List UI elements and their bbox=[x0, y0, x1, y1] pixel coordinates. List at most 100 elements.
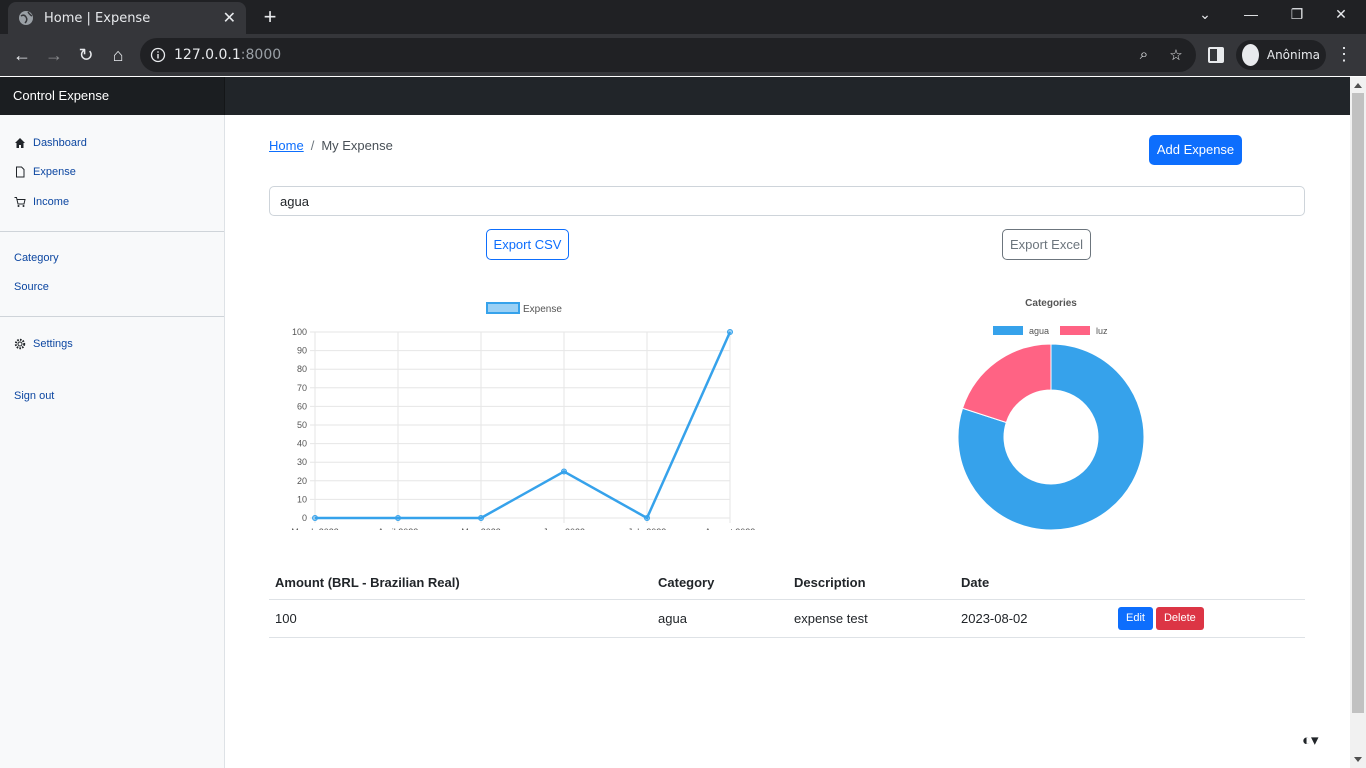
incognito-icon bbox=[1242, 44, 1259, 66]
expense-table: Amount (BRL - Brazilian Real) Category D… bbox=[269, 567, 1305, 638]
sidebar-item-label: Expense bbox=[33, 166, 76, 178]
sidebar-item-signout[interactable]: Sign out bbox=[14, 390, 54, 402]
export-csv-button[interactable]: Export CSV bbox=[486, 229, 569, 260]
cell-actions: Edit Delete bbox=[1112, 599, 1305, 638]
profile-name: Anônima bbox=[1266, 48, 1320, 62]
gear-icon bbox=[14, 338, 26, 350]
new-tab-icon[interactable]: + bbox=[263, 4, 277, 29]
column-header-category: Category bbox=[652, 567, 788, 600]
column-header-amount: Amount (BRL - Brazilian Real) bbox=[269, 567, 652, 600]
add-expense-button[interactable]: Add Expense bbox=[1149, 135, 1242, 165]
app: Control Expense Dashboard Expense Income… bbox=[0, 77, 1366, 768]
y-tick-label: 50 bbox=[297, 420, 307, 430]
table-header-row: Amount (BRL - Brazilian Real) Category D… bbox=[269, 567, 1305, 600]
theme-toggle-icon[interactable]: ◐▾ bbox=[1302, 732, 1319, 749]
breadcrumb-separator: / bbox=[310, 138, 315, 153]
sidebar-item-source[interactable]: Source bbox=[14, 281, 49, 293]
legend-label: luz bbox=[1096, 326, 1108, 336]
home-icon[interactable]: ⌂ bbox=[112, 45, 124, 65]
legend-swatch bbox=[1060, 326, 1090, 335]
sidebar-divider bbox=[0, 316, 224, 317]
column-header-description: Description bbox=[788, 567, 955, 600]
browser-toolbar: ← → ↻ ⌂ 127.0.0.1:8000 ⌕ ☆ Anônima ⋮ bbox=[0, 34, 1366, 76]
delete-button[interactable]: Delete bbox=[1155, 606, 1204, 630]
x-tick-label: June 2023 bbox=[543, 527, 585, 530]
y-tick-label: 30 bbox=[297, 457, 307, 467]
data-point bbox=[478, 515, 484, 521]
back-icon[interactable]: ← bbox=[13, 45, 31, 65]
minimize-icon[interactable]: — bbox=[1244, 6, 1258, 22]
restore-icon[interactable]: ❐ bbox=[1290, 6, 1304, 22]
y-tick-label: 0 bbox=[302, 513, 307, 523]
sidebar-item-dashboard[interactable]: Dashboard bbox=[14, 137, 87, 149]
table-row: 100 agua expense test 2023-08-02 Edit Del… bbox=[269, 599, 1305, 638]
cell-amount: 100 bbox=[269, 599, 652, 638]
data-point bbox=[644, 515, 650, 521]
browser-tab[interactable]: Home | Expense ✕ bbox=[8, 2, 246, 34]
y-tick-label: 100 bbox=[292, 327, 307, 337]
y-tick-label: 20 bbox=[297, 476, 307, 486]
edit-button[interactable]: Edit bbox=[1118, 606, 1153, 630]
close-tab-icon[interactable]: ✕ bbox=[222, 10, 236, 27]
sidebar-item-settings[interactable]: Settings bbox=[14, 338, 73, 350]
legend-swatch bbox=[993, 326, 1023, 335]
url-text: 127.0.0.1:8000 bbox=[174, 47, 281, 63]
x-tick-label: April 2023 bbox=[378, 527, 419, 530]
house-icon bbox=[14, 137, 26, 149]
categories-doughnut-chart: Categories agua luz bbox=[957, 298, 1145, 531]
top-navbar: Control Expense bbox=[0, 77, 1350, 115]
breadcrumb-current: My Expense bbox=[321, 138, 393, 153]
sidebar: Dashboard Expense Income Category Source bbox=[0, 115, 225, 768]
scrollbar-thumb[interactable] bbox=[1352, 93, 1364, 713]
zoom-icon[interactable]: ⌕ bbox=[1139, 46, 1149, 63]
cell-date: 2023-08-02 bbox=[955, 599, 1112, 638]
column-header-actions bbox=[1112, 567, 1305, 600]
sidebar-item-expense[interactable]: Expense bbox=[14, 166, 76, 178]
address-bar[interactable]: 127.0.0.1:8000 ⌕ ☆ bbox=[140, 38, 1196, 72]
x-tick-label: July 2023 bbox=[628, 527, 667, 530]
slice-agua bbox=[957, 343, 1145, 531]
scroll-up-icon[interactable] bbox=[1354, 83, 1362, 88]
y-tick-label: 70 bbox=[297, 383, 307, 393]
reload-icon[interactable]: ↻ bbox=[78, 45, 94, 65]
sidebar-item-label: Source bbox=[14, 281, 49, 293]
search-input[interactable] bbox=[269, 186, 1305, 216]
tab-title: Home | Expense bbox=[44, 10, 151, 26]
sidebar-item-label: Category bbox=[14, 252, 59, 264]
sidebar-item-label: Sign out bbox=[14, 390, 55, 402]
cell-category: agua bbox=[652, 599, 788, 638]
slice-luz bbox=[961, 343, 1052, 424]
series-line-expense bbox=[315, 331, 732, 520]
scroll-down-icon[interactable] bbox=[1354, 757, 1362, 762]
y-tick-label: 40 bbox=[297, 439, 307, 449]
url-host: 127.0.0.1 bbox=[174, 47, 241, 63]
profile-button[interactable]: Anônima bbox=[1236, 40, 1326, 70]
brand[interactable]: Control Expense bbox=[0, 77, 225, 115]
browser-tab-strip: Home | Expense ✕ + ⌄ — ❐ ✕ bbox=[0, 0, 1366, 34]
legend-swatch bbox=[486, 302, 520, 314]
sidebar-item-income[interactable]: Income bbox=[14, 196, 69, 208]
column-header-date: Date bbox=[955, 567, 1112, 600]
cart-icon bbox=[14, 196, 26, 208]
x-tick-label: March 2023 bbox=[291, 527, 339, 530]
sidebar-divider bbox=[0, 231, 224, 232]
side-panel-icon[interactable] bbox=[1208, 47, 1224, 63]
main-content: Home / My Expense Add Expense Export CSV E… bbox=[225, 115, 1350, 768]
data-point bbox=[312, 515, 318, 521]
page-scrollbar[interactable] bbox=[1350, 77, 1366, 768]
breadcrumb-home-link[interactable]: Home bbox=[269, 138, 304, 153]
close-window-icon[interactable]: ✕ bbox=[1335, 6, 1347, 22]
tab-search-icon[interactable]: ⌄ bbox=[1199, 6, 1211, 22]
chart-title: Categories bbox=[1025, 298, 1077, 309]
data-point bbox=[727, 329, 733, 335]
forward-icon[interactable]: → bbox=[45, 45, 63, 65]
sidebar-item-category[interactable]: Category bbox=[14, 252, 59, 264]
y-tick-label: 90 bbox=[297, 346, 307, 356]
expense-line-chart: Expense 0 10 20 30 40 50 60 70 80 90 100 March 2023 A… bbox=[291, 302, 755, 530]
info-icon[interactable] bbox=[150, 47, 166, 63]
globe-icon bbox=[19, 11, 33, 25]
bookmark-star-icon[interactable]: ☆ bbox=[1169, 47, 1183, 64]
browser-menu-icon[interactable]: ⋮ bbox=[1335, 44, 1353, 64]
export-excel-button[interactable]: Export Excel bbox=[1002, 229, 1091, 260]
data-point bbox=[561, 468, 567, 475]
